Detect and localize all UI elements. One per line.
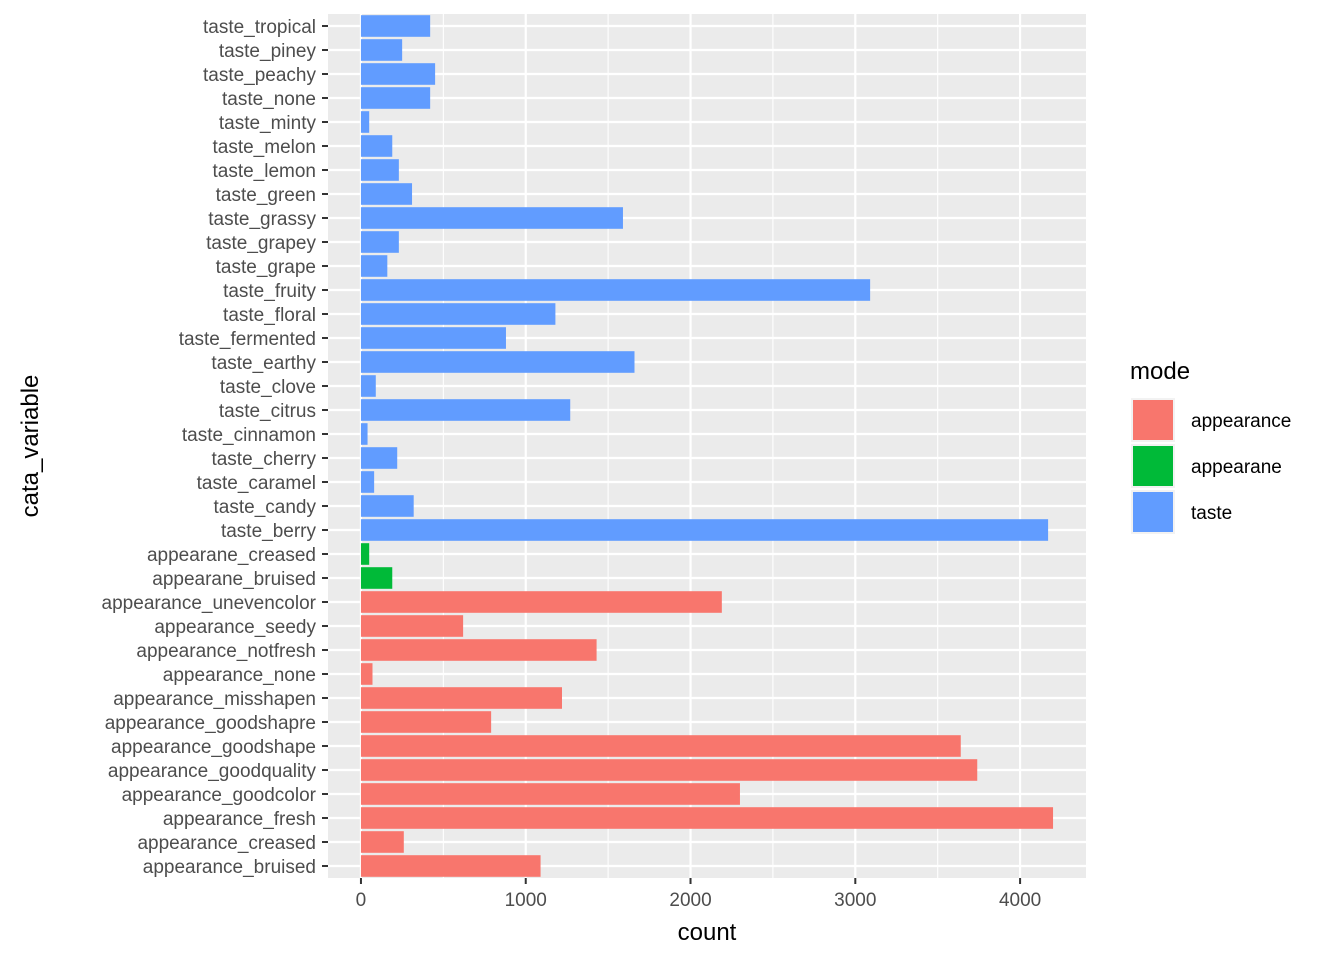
bar-appearance_unevencolor [360, 591, 722, 613]
bar-appearance_seedy [360, 615, 464, 637]
y-axis: appearance_bruised appearance_creased appe… [102, 17, 328, 878]
bar-appearance_goodquality [360, 759, 978, 781]
bar-appearance_goodshapre [360, 711, 492, 733]
y-tick-label: taste_fermented [179, 329, 316, 350]
y-tick-label: taste_cherry [211, 449, 316, 470]
y-tick-label: appearance_goodcolor [122, 785, 317, 806]
bar-appearance_goodcolor [360, 783, 740, 805]
bar-appearance_bruised [360, 855, 541, 877]
bar-appearance_goodshape [360, 735, 961, 757]
x-tick-label: 1000 [505, 890, 547, 911]
x-tick-label: 4000 [999, 890, 1041, 911]
y-tick-label: taste_minty [219, 113, 317, 134]
bar-taste_cinnamon [360, 423, 368, 445]
y-tick-label: taste_citrus [219, 401, 316, 422]
bar-taste_fermented [360, 327, 506, 349]
y-tick-label: taste_melon [212, 137, 316, 158]
legend-swatch-taste [1133, 492, 1173, 532]
x-tick-label: 2000 [669, 890, 711, 911]
bar-appearane_creased [360, 543, 370, 565]
bar-taste_citrus [360, 399, 571, 421]
y-tick-label: appearance_notfresh [136, 641, 316, 662]
bar-taste_tropical [360, 15, 431, 37]
legend-label: appearance [1191, 411, 1291, 432]
bar-taste_grapey [360, 231, 399, 253]
y-tick-label: appearance_fresh [163, 809, 316, 830]
y-tick-label: taste_tropical [203, 17, 316, 38]
bar-taste_cherry [360, 447, 398, 469]
y-tick-label: taste_grassy [208, 209, 316, 230]
bar-taste_grassy [360, 207, 623, 229]
y-tick-label: taste_grapey [206, 233, 316, 254]
x-tick-label: 3000 [834, 890, 876, 911]
y-tick-label: appearance_goodshape [111, 737, 316, 758]
y-tick-label: taste_caramel [197, 473, 316, 494]
y-tick-label: taste_candy [214, 497, 317, 518]
bar-taste_fruity [360, 279, 871, 301]
legend-swatch-appearane [1133, 446, 1173, 486]
legend-label: taste [1191, 503, 1232, 524]
y-tick-label: taste_none [222, 89, 316, 110]
x-axis: 0 1000 2000 3000 4000 [356, 878, 1041, 911]
y-axis-title: cata_variable [17, 375, 44, 518]
y-tick-label: taste_cinnamon [182, 425, 316, 446]
y-tick-label: appearance_seedy [154, 617, 316, 638]
y-tick-label: appearance_misshapen [113, 689, 316, 710]
y-tick-label: taste_green [216, 185, 316, 206]
bar-taste_berry [360, 519, 1049, 541]
x-axis-title: count [678, 919, 737, 946]
y-tick-label: taste_floral [223, 305, 316, 326]
bar-taste_peachy [360, 63, 436, 85]
bar-taste_floral [360, 303, 556, 325]
legend: mode appearance appearane taste [1130, 358, 1291, 534]
bar-taste_caramel [360, 471, 375, 493]
x-tick-label: 0 [356, 890, 367, 911]
y-tick-label: taste_clove [220, 377, 316, 398]
y-tick-label: appearane_bruised [152, 569, 316, 590]
bar-appearance_notfresh [360, 639, 597, 661]
y-tick-label: taste_grape [216, 257, 316, 278]
bar-appearance_fresh [360, 807, 1054, 829]
y-tick-label: appearane_creased [147, 545, 316, 566]
bar-taste_lemon [360, 159, 399, 181]
bar-taste_candy [360, 495, 414, 517]
bar-taste_none [360, 87, 431, 109]
legend-label: appearane [1191, 457, 1282, 478]
y-tick-label: taste_berry [221, 521, 317, 542]
y-tick-label: appearance_goodshapre [105, 713, 316, 734]
bar-taste_piney [360, 39, 403, 61]
bars [360, 15, 1054, 877]
bar-taste_clove [360, 375, 376, 397]
bar-appearane_bruised [360, 567, 393, 589]
y-tick-label: taste_piney [219, 41, 317, 62]
bar-taste_green [360, 183, 413, 205]
bar-appearance_none [360, 663, 373, 685]
y-tick-label: appearance_none [163, 665, 316, 686]
y-tick-label: taste_peachy [203, 65, 317, 86]
bar-appearance_creased [360, 831, 404, 853]
legend-swatch-appearance [1133, 400, 1173, 440]
bar-taste_grape [360, 255, 388, 277]
y-tick-label: taste_fruity [223, 281, 316, 302]
y-tick-label: appearance_unevencolor [102, 593, 317, 614]
bar-taste_melon [360, 135, 393, 157]
bar-taste_minty [360, 111, 370, 133]
bar-taste_earthy [360, 351, 635, 373]
legend-title: mode [1130, 358, 1190, 385]
y-tick-label: appearance_bruised [143, 857, 316, 878]
y-tick-label: taste_earthy [211, 353, 316, 374]
y-tick-label: appearance_goodquality [108, 761, 317, 782]
y-tick-label: appearance_creased [137, 833, 316, 854]
bar-appearance_misshapen [360, 687, 562, 709]
y-tick-label: taste_lemon [212, 161, 316, 182]
grid-lines [328, 14, 1086, 878]
plot-panel [328, 14, 1086, 878]
